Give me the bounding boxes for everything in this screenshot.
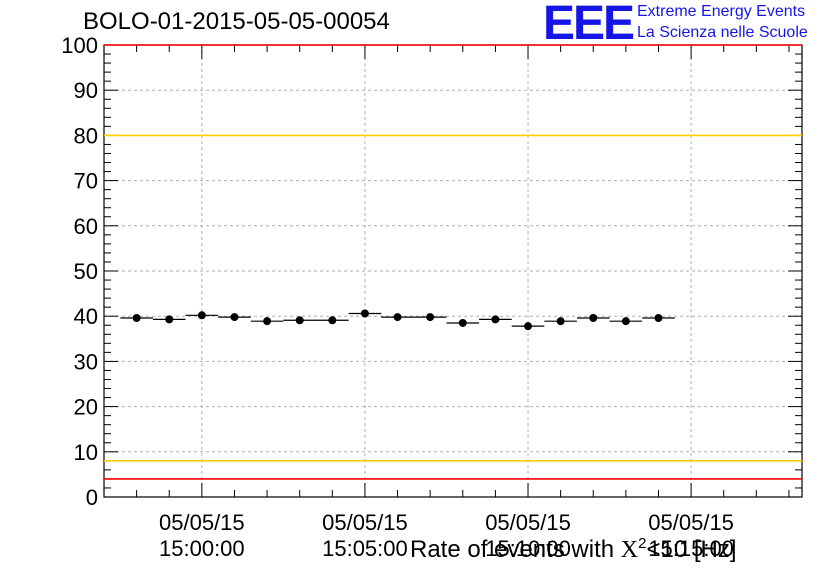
y-tick-label: 10 bbox=[74, 440, 98, 465]
data-point bbox=[197, 311, 206, 320]
data-point bbox=[621, 317, 630, 326]
x-tick-label-time: 15:00:00 bbox=[159, 536, 245, 561]
eee-logo: EEE bbox=[543, 0, 635, 50]
data-point bbox=[524, 322, 533, 331]
data-point bbox=[458, 318, 467, 327]
x-axis-title-suffix: <10 [Hz] bbox=[646, 536, 737, 563]
data-point bbox=[295, 316, 304, 325]
y-tick-label: 100 bbox=[61, 33, 98, 58]
y-tick-label: 40 bbox=[74, 304, 98, 329]
x-tick-label-date: 05/05/15 bbox=[159, 510, 245, 535]
x-axis-title: Rate of events with X2<10 [Hz] bbox=[410, 535, 737, 564]
data-point bbox=[556, 317, 565, 326]
y-tick-label: 50 bbox=[74, 259, 98, 284]
x-tick-label-date: 05/05/15 bbox=[485, 510, 571, 535]
x-tick-label-time: 15:05:00 bbox=[322, 536, 408, 561]
y-tick-label: 60 bbox=[74, 214, 98, 239]
x-tick-label-date: 05/05/15 bbox=[648, 510, 734, 535]
data-point bbox=[230, 313, 239, 322]
y-tick-label: 0 bbox=[86, 485, 98, 510]
y-tick-label: 20 bbox=[74, 395, 98, 420]
y-tick-label: 80 bbox=[74, 123, 98, 148]
data-point bbox=[132, 314, 141, 323]
logo-line-1: Extreme Energy Events bbox=[637, 3, 806, 20]
logo-line-2: La Scienza nelle Scuole bbox=[637, 24, 808, 41]
data-point bbox=[426, 313, 435, 322]
x-axis-title-prefix: Rate of events with bbox=[410, 536, 621, 563]
x-tick-label-time: 15:10:00 bbox=[485, 536, 571, 561]
data-point bbox=[654, 314, 663, 323]
data-point bbox=[263, 317, 272, 326]
data-point bbox=[393, 313, 402, 322]
data-point bbox=[328, 316, 337, 325]
y-tick-label: 30 bbox=[74, 349, 98, 374]
data-point bbox=[589, 314, 598, 323]
chi-symbol: X bbox=[620, 537, 639, 563]
chi-superscript: 2 bbox=[638, 535, 647, 552]
data-point bbox=[165, 315, 174, 324]
x-tick-label-date: 05/05/15 bbox=[322, 510, 408, 535]
data-point bbox=[491, 315, 500, 324]
chart-title: BOLO-01-2015-05-05-00054 bbox=[83, 8, 390, 35]
y-tick-label: 90 bbox=[74, 78, 98, 103]
x-tick-label-time: 15:15:00 bbox=[648, 536, 734, 561]
y-tick-label: 70 bbox=[74, 169, 98, 194]
data-point bbox=[360, 309, 369, 318]
